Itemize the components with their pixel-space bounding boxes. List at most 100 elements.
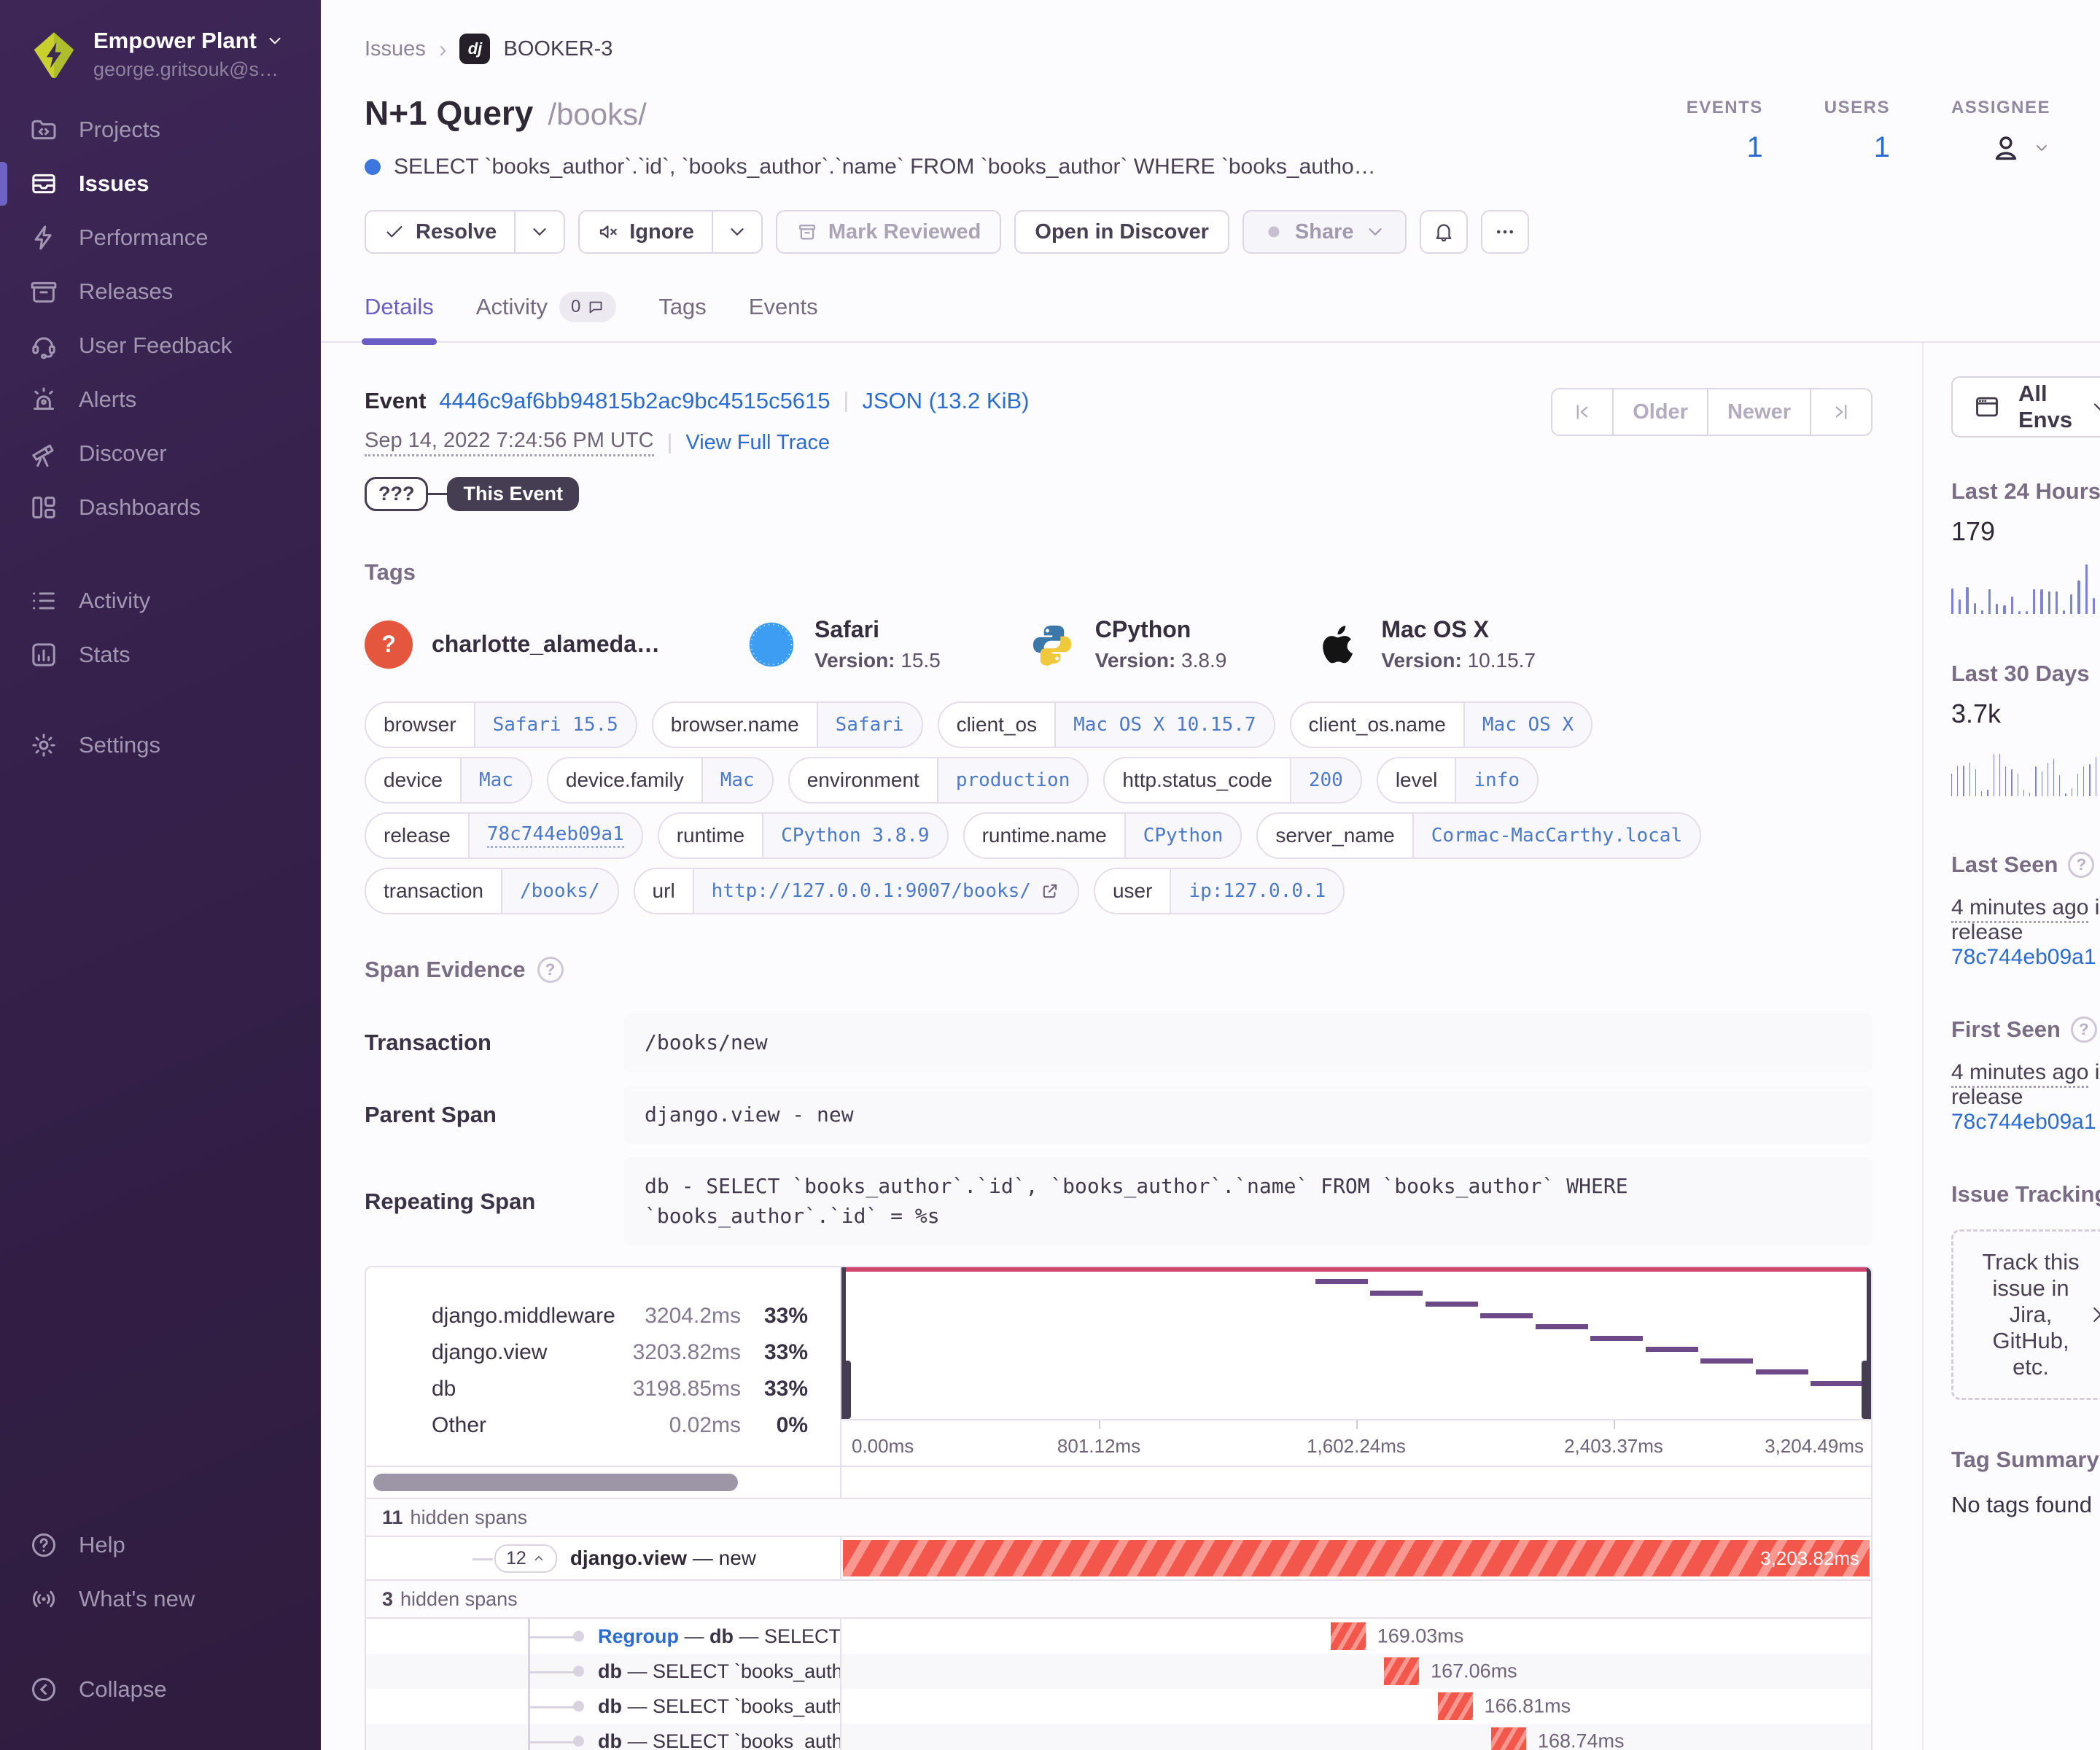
hidden-spans-row-top[interactable]: 11 hidden spans (366, 1498, 1871, 1536)
chevron-down-icon (1364, 221, 1386, 243)
tab-activity[interactable]: Activity 0 (476, 292, 617, 341)
tag-pill-client_os[interactable]: client_os Mac OS X 10.15.7 (937, 701, 1275, 748)
tag-pill-browser.name[interactable]: browser.name Safari (651, 701, 923, 748)
sidebar-item-stats[interactable]: Stats (0, 628, 321, 682)
view-full-trace-link[interactable]: View Full Trace (685, 430, 831, 454)
collapse-group-badge[interactable]: 12 (494, 1544, 557, 1573)
breadcrumb-issues-link[interactable]: Issues (365, 36, 426, 61)
tag-pill-device.family[interactable]: device.family Mac (546, 757, 774, 804)
tag-pill-url[interactable]: url http://127.0.0.1:9007/books/ (633, 868, 1079, 914)
tag-pill-browser[interactable]: browser Safari 15.5 (365, 701, 637, 748)
tag-pill-transaction[interactable]: transaction/books/ (365, 868, 619, 914)
tag-pill-runtime.name[interactable]: runtime.name CPython (962, 812, 1242, 859)
help-icon[interactable]: ? (2070, 1016, 2097, 1043)
last-seen-ago[interactable]: 4 minutes ago (1951, 895, 2089, 923)
newest-event-button[interactable] (1810, 389, 1871, 435)
sidebar-item-projects[interactable]: Projects (0, 103, 321, 157)
tab-tags[interactable]: Tags (658, 294, 707, 319)
help-icon[interactable]: ? (2068, 852, 2095, 878)
axis-tick-label: 0.00ms (852, 1435, 914, 1458)
ignore-button[interactable]: Ignore (580, 211, 712, 252)
last-seen-release-link[interactable]: 78c744eb09a1 (1951, 945, 2096, 969)
chart-bar (1969, 763, 1970, 796)
span-evidence-row: Repeating Span db - SELECT `books_author`… (365, 1157, 1872, 1246)
sidebar-item-activity[interactable]: Activity (0, 574, 321, 628)
event-json-link[interactable]: JSON (13.2 KiB) (862, 388, 1030, 413)
tag-pill-server_name[interactable]: server_name Cormac-MacCarthy.local (1256, 812, 1702, 859)
apple-icon (1314, 621, 1362, 669)
span-tree-row[interactable]: db — SELECT `books_author` 167.06ms (366, 1654, 1871, 1689)
older-event-button[interactable]: Older (1612, 389, 1707, 435)
collapse-icon (29, 1675, 58, 1704)
sidebar-item-issues[interactable]: Issues (0, 157, 321, 211)
span-tree-row[interactable]: db — SELECT `books_author` 168.74ms (366, 1724, 1871, 1750)
subscribe-bell-button[interactable] (1419, 210, 1468, 254)
this-event-pill[interactable]: This Event (447, 477, 580, 511)
resolve-dropdown-button[interactable] (514, 211, 564, 252)
minimap-left-handle[interactable] (841, 1267, 846, 1420)
sidebar-item-discover[interactable]: Discover (0, 427, 321, 481)
chart-bar (1973, 603, 1976, 614)
span-tree-row[interactable]: db — SELECT `books_author` 166.81ms (366, 1689, 1871, 1724)
hidden-spans-row-mid[interactable]: 3 hidden spans (366, 1579, 1871, 1618)
sidebar-item-help[interactable]: Help (0, 1518, 321, 1572)
span-tree-row[interactable]: Regroup — db — SELECT `boo 169.03ms (366, 1619, 1871, 1654)
open-in-discover-button[interactable]: Open in Discover (1014, 210, 1229, 254)
tag-pill-device[interactable]: device Mac (365, 757, 532, 804)
tag-pill-environment[interactable]: environment production (788, 757, 1089, 804)
event-id-link[interactable]: 4446c9af6bb94815b2ac9bc4515c5615 (439, 388, 831, 413)
tag-pill-client_os.name[interactable]: client_os.name Mac OS X (1289, 701, 1593, 748)
sidebar-item-settings[interactable]: Settings (0, 718, 321, 772)
tag-card-cpython: CPython Version: 3.8.9 (1028, 616, 1226, 672)
sidebar-item-collapse[interactable]: Collapse (0, 1662, 321, 1716)
tags-heading: Tags (365, 559, 416, 585)
tag-pill-http.status_code[interactable]: http.status_code 200 (1103, 757, 1362, 804)
tag-pill-release[interactable]: release 78c744eb09a1 (365, 812, 643, 859)
oldest-event-button[interactable] (1552, 389, 1613, 435)
sidebar-item-dashboards[interactable]: Dashboards (0, 481, 321, 534)
chart-bar (1980, 610, 1984, 614)
sidebar-item-alerts[interactable]: Alerts (0, 373, 321, 427)
ignore-split-button: Ignore (578, 210, 763, 254)
tag-pill-runtime[interactable]: runtime CPython 3.8.9 (657, 812, 949, 859)
more-actions-button[interactable] (1480, 210, 1529, 254)
trace-unknown-pill[interactable]: ??? (365, 477, 429, 511)
sidebar-item-user-feedback[interactable]: User Feedback (0, 319, 321, 373)
track-issue-button[interactable]: Track this issue in Jira, GitHub, etc. (1951, 1229, 2100, 1400)
first-seen-release-link[interactable]: 78c744eb09a1 (1951, 1110, 2096, 1134)
chart-bar (2065, 793, 2066, 796)
span-group-row[interactable]: 12 django.view — new 3,203.82ms (366, 1536, 1871, 1580)
resolve-button[interactable]: Resolve (366, 211, 514, 252)
tab-details[interactable]: Details (362, 292, 437, 345)
environment-filter[interactable]: All Envs (1951, 376, 2100, 438)
newer-event-button[interactable]: Newer (1706, 389, 1810, 435)
tab-events[interactable]: Events (748, 294, 818, 319)
axis-tick-label: 1,602.24ms (1307, 1435, 1406, 1458)
help-icon[interactable]: ? (537, 957, 564, 983)
sidebar-item-releases[interactable]: Releases (0, 265, 321, 319)
horizontal-scrollbar[interactable] (373, 1474, 738, 1492)
minimap-right-handle[interactable] (1867, 1267, 1871, 1420)
users-count-link[interactable]: 1 (1873, 131, 1890, 163)
projects-icon (29, 115, 58, 144)
span-minimap[interactable] (841, 1267, 1871, 1420)
sidebar-item-what-s-new[interactable]: What's new (0, 1572, 321, 1626)
users-label: USERS (1824, 98, 1890, 117)
person-icon (1989, 131, 2023, 165)
tag-pill-user[interactable]: user ip:127.0.0.1 (1093, 868, 1345, 914)
chart-bar (2053, 759, 2055, 796)
sidebar-item-performance[interactable]: Performance (0, 211, 321, 265)
assignee-selector[interactable] (1989, 131, 2050, 165)
ignore-dropdown-button[interactable] (711, 211, 761, 252)
org-switcher[interactable]: Empower Plant george.gritsouk@s… (0, 22, 321, 103)
minimap-span-dash (1645, 1347, 1698, 1353)
events-count-link[interactable]: 1 (1746, 131, 1763, 163)
safari-icon (747, 621, 796, 669)
performance-icon (29, 223, 58, 252)
share-button[interactable]: Share (1242, 210, 1407, 254)
mark-reviewed-button[interactable]: Mark Reviewed (775, 210, 1002, 254)
first-seen-ago[interactable]: 4 minutes ago (1951, 1060, 2089, 1088)
tag-pill-level[interactable]: level info (1376, 757, 1539, 804)
event-timestamp[interactable]: Sep 14, 2022 7:24:56 PM UTC (365, 429, 654, 456)
last-24-hours-label: Last 24 Hours (1951, 478, 2100, 504)
